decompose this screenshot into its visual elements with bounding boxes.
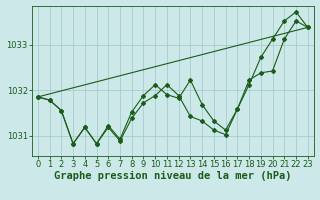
X-axis label: Graphe pression niveau de la mer (hPa): Graphe pression niveau de la mer (hPa) [54, 171, 292, 181]
